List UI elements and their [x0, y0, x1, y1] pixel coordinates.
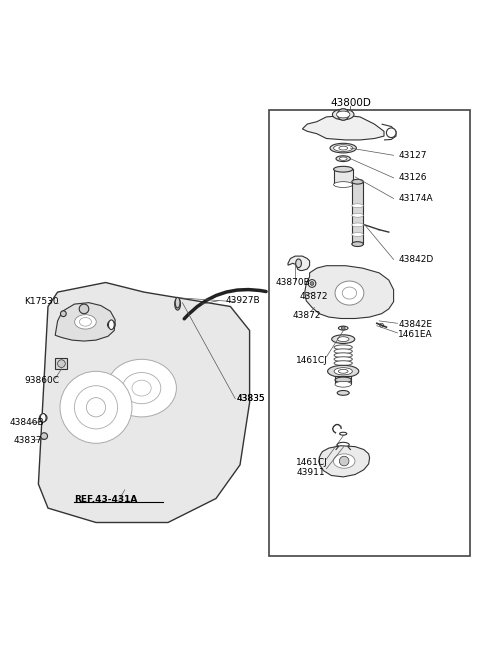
- Polygon shape: [55, 303, 115, 341]
- Circle shape: [60, 311, 66, 317]
- Text: K17530: K17530: [24, 297, 59, 306]
- Ellipse shape: [337, 391, 349, 395]
- Ellipse shape: [107, 360, 176, 417]
- Circle shape: [39, 414, 47, 422]
- Ellipse shape: [332, 335, 355, 344]
- Text: 43870B: 43870B: [276, 278, 311, 287]
- Ellipse shape: [352, 204, 363, 208]
- Circle shape: [41, 433, 48, 440]
- Ellipse shape: [352, 223, 363, 227]
- Ellipse shape: [336, 156, 350, 161]
- Ellipse shape: [332, 109, 354, 120]
- Circle shape: [380, 323, 384, 327]
- Text: 1461EA: 1461EA: [398, 330, 433, 339]
- Circle shape: [60, 371, 132, 444]
- Polygon shape: [38, 282, 250, 522]
- Ellipse shape: [336, 111, 350, 118]
- Circle shape: [79, 304, 89, 314]
- Bar: [269, 110, 470, 556]
- Text: 43800D: 43800D: [330, 98, 371, 108]
- Bar: [334, 169, 353, 184]
- Circle shape: [308, 280, 316, 288]
- Circle shape: [74, 386, 118, 429]
- Text: 43835: 43835: [236, 394, 265, 403]
- Circle shape: [86, 398, 106, 417]
- Ellipse shape: [352, 214, 363, 217]
- Polygon shape: [288, 256, 310, 270]
- Text: 43846B: 43846B: [10, 418, 44, 427]
- Text: 43126: 43126: [398, 173, 427, 182]
- Ellipse shape: [175, 297, 180, 308]
- Ellipse shape: [335, 377, 351, 383]
- Ellipse shape: [338, 369, 348, 373]
- Ellipse shape: [334, 368, 352, 375]
- Ellipse shape: [352, 242, 363, 247]
- Ellipse shape: [132, 380, 151, 396]
- Ellipse shape: [79, 317, 91, 326]
- Text: 43127: 43127: [398, 151, 427, 160]
- Ellipse shape: [334, 353, 352, 358]
- Ellipse shape: [108, 320, 114, 330]
- Ellipse shape: [122, 373, 161, 404]
- Text: 43927B: 43927B: [226, 296, 260, 305]
- Ellipse shape: [352, 233, 363, 237]
- Ellipse shape: [333, 454, 355, 468]
- Ellipse shape: [296, 259, 301, 268]
- Polygon shape: [319, 446, 370, 477]
- Text: 1461CJ: 1461CJ: [296, 458, 328, 467]
- Ellipse shape: [334, 361, 352, 366]
- Circle shape: [310, 282, 314, 286]
- Text: 93860C: 93860C: [24, 376, 59, 385]
- Ellipse shape: [339, 432, 347, 435]
- Ellipse shape: [334, 349, 352, 354]
- Ellipse shape: [352, 179, 363, 184]
- Bar: [352, 182, 363, 244]
- Circle shape: [339, 456, 349, 466]
- Ellipse shape: [40, 414, 46, 422]
- Text: 1461CJ: 1461CJ: [296, 356, 328, 365]
- Ellipse shape: [339, 157, 347, 161]
- Text: 43835: 43835: [236, 394, 265, 403]
- Ellipse shape: [339, 146, 348, 150]
- Ellipse shape: [337, 336, 349, 342]
- FancyArrowPatch shape: [184, 290, 266, 319]
- Circle shape: [58, 360, 65, 368]
- Ellipse shape: [338, 326, 348, 330]
- Ellipse shape: [335, 281, 364, 305]
- Bar: [55, 358, 67, 369]
- Ellipse shape: [335, 381, 351, 387]
- Ellipse shape: [337, 442, 349, 447]
- Ellipse shape: [327, 366, 359, 377]
- Text: 43837: 43837: [13, 436, 42, 446]
- Text: REF.43-431A: REF.43-431A: [74, 495, 138, 504]
- Ellipse shape: [334, 145, 353, 151]
- Circle shape: [337, 109, 349, 120]
- Text: 43872: 43872: [300, 292, 328, 301]
- Ellipse shape: [334, 167, 353, 172]
- Ellipse shape: [334, 182, 353, 188]
- Ellipse shape: [330, 143, 356, 153]
- Ellipse shape: [342, 287, 357, 299]
- Text: 43911: 43911: [296, 467, 325, 477]
- Polygon shape: [305, 266, 394, 319]
- Polygon shape: [302, 116, 384, 140]
- Text: 43842E: 43842E: [398, 320, 432, 329]
- Circle shape: [386, 128, 396, 137]
- Text: 43174A: 43174A: [398, 194, 433, 203]
- Ellipse shape: [334, 357, 352, 362]
- Text: 43872: 43872: [293, 311, 321, 320]
- Text: 43842D: 43842D: [398, 255, 433, 264]
- Ellipse shape: [334, 345, 352, 350]
- Bar: [335, 375, 351, 384]
- Ellipse shape: [75, 315, 96, 329]
- Circle shape: [108, 321, 115, 329]
- Circle shape: [341, 326, 345, 330]
- Ellipse shape: [175, 298, 180, 310]
